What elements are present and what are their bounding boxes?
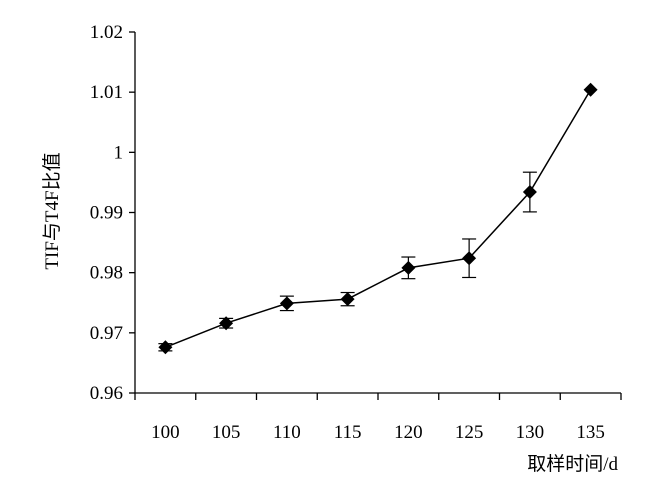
y-tick-label: 0.97 — [90, 323, 123, 344]
y-axis-title: TIF与T4F比值 — [41, 152, 63, 269]
data-point — [401, 260, 416, 275]
axes — [134, 32, 621, 394]
data-point — [158, 340, 173, 355]
y-tick-label: 0.99 — [90, 203, 123, 224]
x-axis-ticks: 100 105 110 115 120 125 130 135 — [134, 393, 622, 443]
data-markers — [158, 82, 598, 355]
y-tick-label: 1 — [114, 142, 124, 163]
data-point — [462, 251, 477, 266]
error-bars — [158, 171, 537, 352]
x-tick-label: 135 — [576, 422, 605, 443]
x-tick-label: 110 — [273, 422, 301, 443]
y-tick-label: 0.98 — [90, 263, 123, 284]
x-tick-label: 105 — [212, 422, 241, 443]
x-tick-label: 100 — [151, 422, 180, 443]
x-tick-label: 130 — [516, 422, 545, 443]
x-tick-label: 120 — [394, 422, 423, 443]
data-point — [522, 185, 537, 199]
x-tick-label: 115 — [334, 422, 362, 443]
data-point — [583, 82, 598, 97]
y-tick-label: 1.01 — [90, 82, 123, 103]
series-line — [165, 89, 592, 348]
y-tick-label: 0.96 — [90, 383, 123, 404]
data-point — [279, 296, 294, 311]
data-point — [219, 316, 234, 331]
x-tick-label: 125 — [455, 422, 484, 443]
y-axis-ticks: 0.96 0.97 0.98 0.99 1 1.01 1.02 — [90, 22, 135, 404]
x-axis-title: 取样时间/d — [527, 453, 618, 475]
data-point — [340, 292, 355, 307]
y-tick-label: 1.02 — [90, 22, 123, 43]
